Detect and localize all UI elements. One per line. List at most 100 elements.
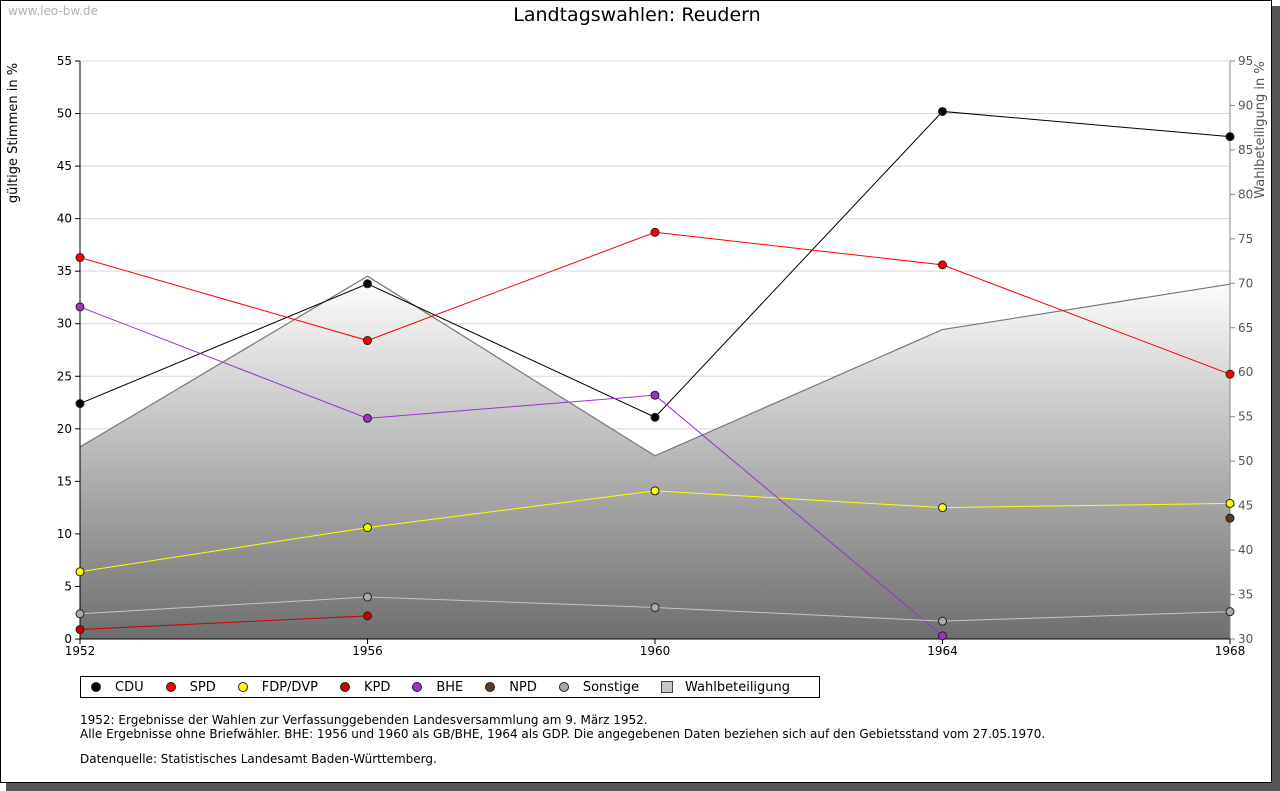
note-line: Alle Ergebnisse ohne Briefwähler. BHE: 1… (80, 727, 1046, 741)
x-tick-label: 1964 (927, 644, 958, 658)
turnout-area (80, 276, 1230, 639)
point-fdp-dvp (75, 567, 85, 577)
y2-tick-label: 60 (1238, 365, 1253, 379)
legend-item-wahlbeteiligung: Wahlbeteiligung (661, 680, 790, 695)
series-line-kpd (79, 615, 368, 631)
point-sonstige (75, 609, 85, 619)
point-fdp-dvp (1225, 498, 1235, 508)
series-layer (75, 106, 1235, 641)
legend-swatch (558, 682, 569, 692)
point-sonstige (1225, 607, 1235, 617)
point-fdp-dvp (938, 503, 947, 513)
x-tick-label: 1968 (1215, 644, 1246, 658)
y2-tick-label: 90 (1238, 98, 1253, 112)
y2-tick-label: 95 (1238, 54, 1253, 68)
legend-label: Wahlbeteiligung (685, 679, 791, 695)
y-tick-label: 20 (57, 422, 72, 436)
legend-item-spd: SPD (165, 679, 216, 695)
legend-swatch (661, 681, 674, 693)
legend-label: Sonstige (582, 679, 640, 695)
chart-notes: 1952: Ergebnisse der Wahlen zur Verfassu… (80, 713, 1045, 741)
legend-label: SPD (189, 679, 216, 695)
series-line-bhe (79, 306, 943, 637)
y2-tick-label: 35 (1238, 588, 1253, 602)
point-spd (75, 253, 85, 263)
x-tick-label: 1952 (65, 644, 96, 658)
point-fdp-dvp (650, 486, 660, 496)
y-tick-label: 30 (57, 317, 72, 331)
data-source: Datenquelle: Statistisches Landesamt Bad… (80, 752, 437, 766)
legend-swatch (91, 682, 101, 692)
point-spd (938, 260, 947, 270)
point-cdu (650, 412, 660, 422)
y-tick-label: 45 (57, 159, 72, 173)
point-spd (650, 227, 660, 237)
y-tick-label: 40 (57, 212, 72, 226)
point-bhe (75, 302, 85, 312)
point-spd (1225, 369, 1235, 379)
chart-title: Landtagswahlen: Reudern (513, 4, 760, 26)
legend-label: NPD (509, 679, 537, 695)
legend-item-kpd: KPD (339, 679, 391, 695)
point-bhe (650, 390, 660, 400)
point-fdp-dvp (363, 523, 372, 533)
chart-legend: CDU SPD FDP/DVP KPD BHE NPD Sonstige Wahlbeteil… (80, 676, 820, 698)
watermark: www.leo-bw.de (8, 4, 98, 18)
turnout-line (79, 275, 1231, 457)
frame-shadow-right (1272, 6, 1280, 791)
y2-tick-label: 30 (1238, 632, 1253, 646)
y-tick-label: 5 (64, 579, 72, 593)
legend-item-cdu: CDU (91, 680, 144, 695)
point-spd (363, 336, 372, 346)
x-tick-label: 1960 (640, 644, 671, 658)
legend-label: CDU (115, 679, 144, 695)
x-tick-label: 1956 (352, 644, 383, 658)
legend-item-fdp-dvp: FDP/DVP (237, 679, 318, 695)
legend-label: FDP/DVP (261, 679, 318, 695)
point-kpd (75, 625, 85, 635)
y-tick-label: 0 (64, 632, 72, 646)
y-tick-label: 35 (57, 264, 72, 278)
point-cdu (75, 399, 85, 409)
legend-label: KPD (363, 679, 391, 695)
point-sonstige (650, 602, 660, 612)
y-tick-label: 50 (57, 107, 72, 121)
point-cdu (938, 106, 947, 116)
y2-tick-label: 85 (1238, 143, 1253, 157)
legend-swatch (237, 682, 248, 692)
point-bhe (363, 413, 372, 423)
y2-tick-label: 75 (1238, 232, 1253, 246)
y2-axis-label: Wahlbeteiligung in % (1253, 61, 1268, 198)
y2-tick-label: 55 (1238, 410, 1253, 424)
legend-swatch (412, 682, 423, 692)
legend-item-npd: NPD (485, 680, 537, 695)
point-sonstige (363, 592, 372, 602)
legend-swatch (165, 682, 176, 692)
y2-tick-label: 40 (1238, 543, 1253, 557)
y2-tick-label: 65 (1238, 321, 1253, 335)
y2-tick-label: 70 (1238, 276, 1253, 290)
legend-swatch (339, 682, 350, 692)
point-sonstige (938, 616, 947, 626)
point-kpd (363, 611, 372, 621)
point-cdu (363, 279, 372, 289)
y-tick-label: 15 (57, 474, 72, 488)
note-line: 1952: Ergebnisse der Wahlen zur Verfassu… (80, 713, 648, 727)
axes-layer: 0 5 10 15 20 25 30 35 40 45 50 55 30 35 40 45 50 55 60 65 70… (57, 54, 1254, 658)
y-tick-label: 10 (57, 527, 72, 541)
legend-item-sonstige: Sonstige (558, 679, 640, 695)
y2-tick-label: 45 (1238, 499, 1253, 513)
y-tick-label: 25 (57, 369, 72, 383)
legend-swatch (485, 682, 496, 692)
point-cdu (1225, 132, 1235, 142)
legend-item-bhe: BHE (412, 680, 463, 695)
frame-shadow-bottom (6, 783, 1280, 791)
y-axis-label: gültige Stimmen in % (6, 63, 21, 203)
y2-tick-label: 80 (1238, 187, 1253, 201)
chart-canvas: Landtagswahlen: Reudern 0 5 10 15 20 25 30 35 40… (6, 4, 1268, 658)
turnout-area-layer (79, 275, 1231, 639)
point-bhe (938, 631, 947, 641)
point-npd (1225, 513, 1235, 523)
y-tick-label: 55 (57, 54, 72, 68)
legend-label: BHE (436, 679, 464, 695)
